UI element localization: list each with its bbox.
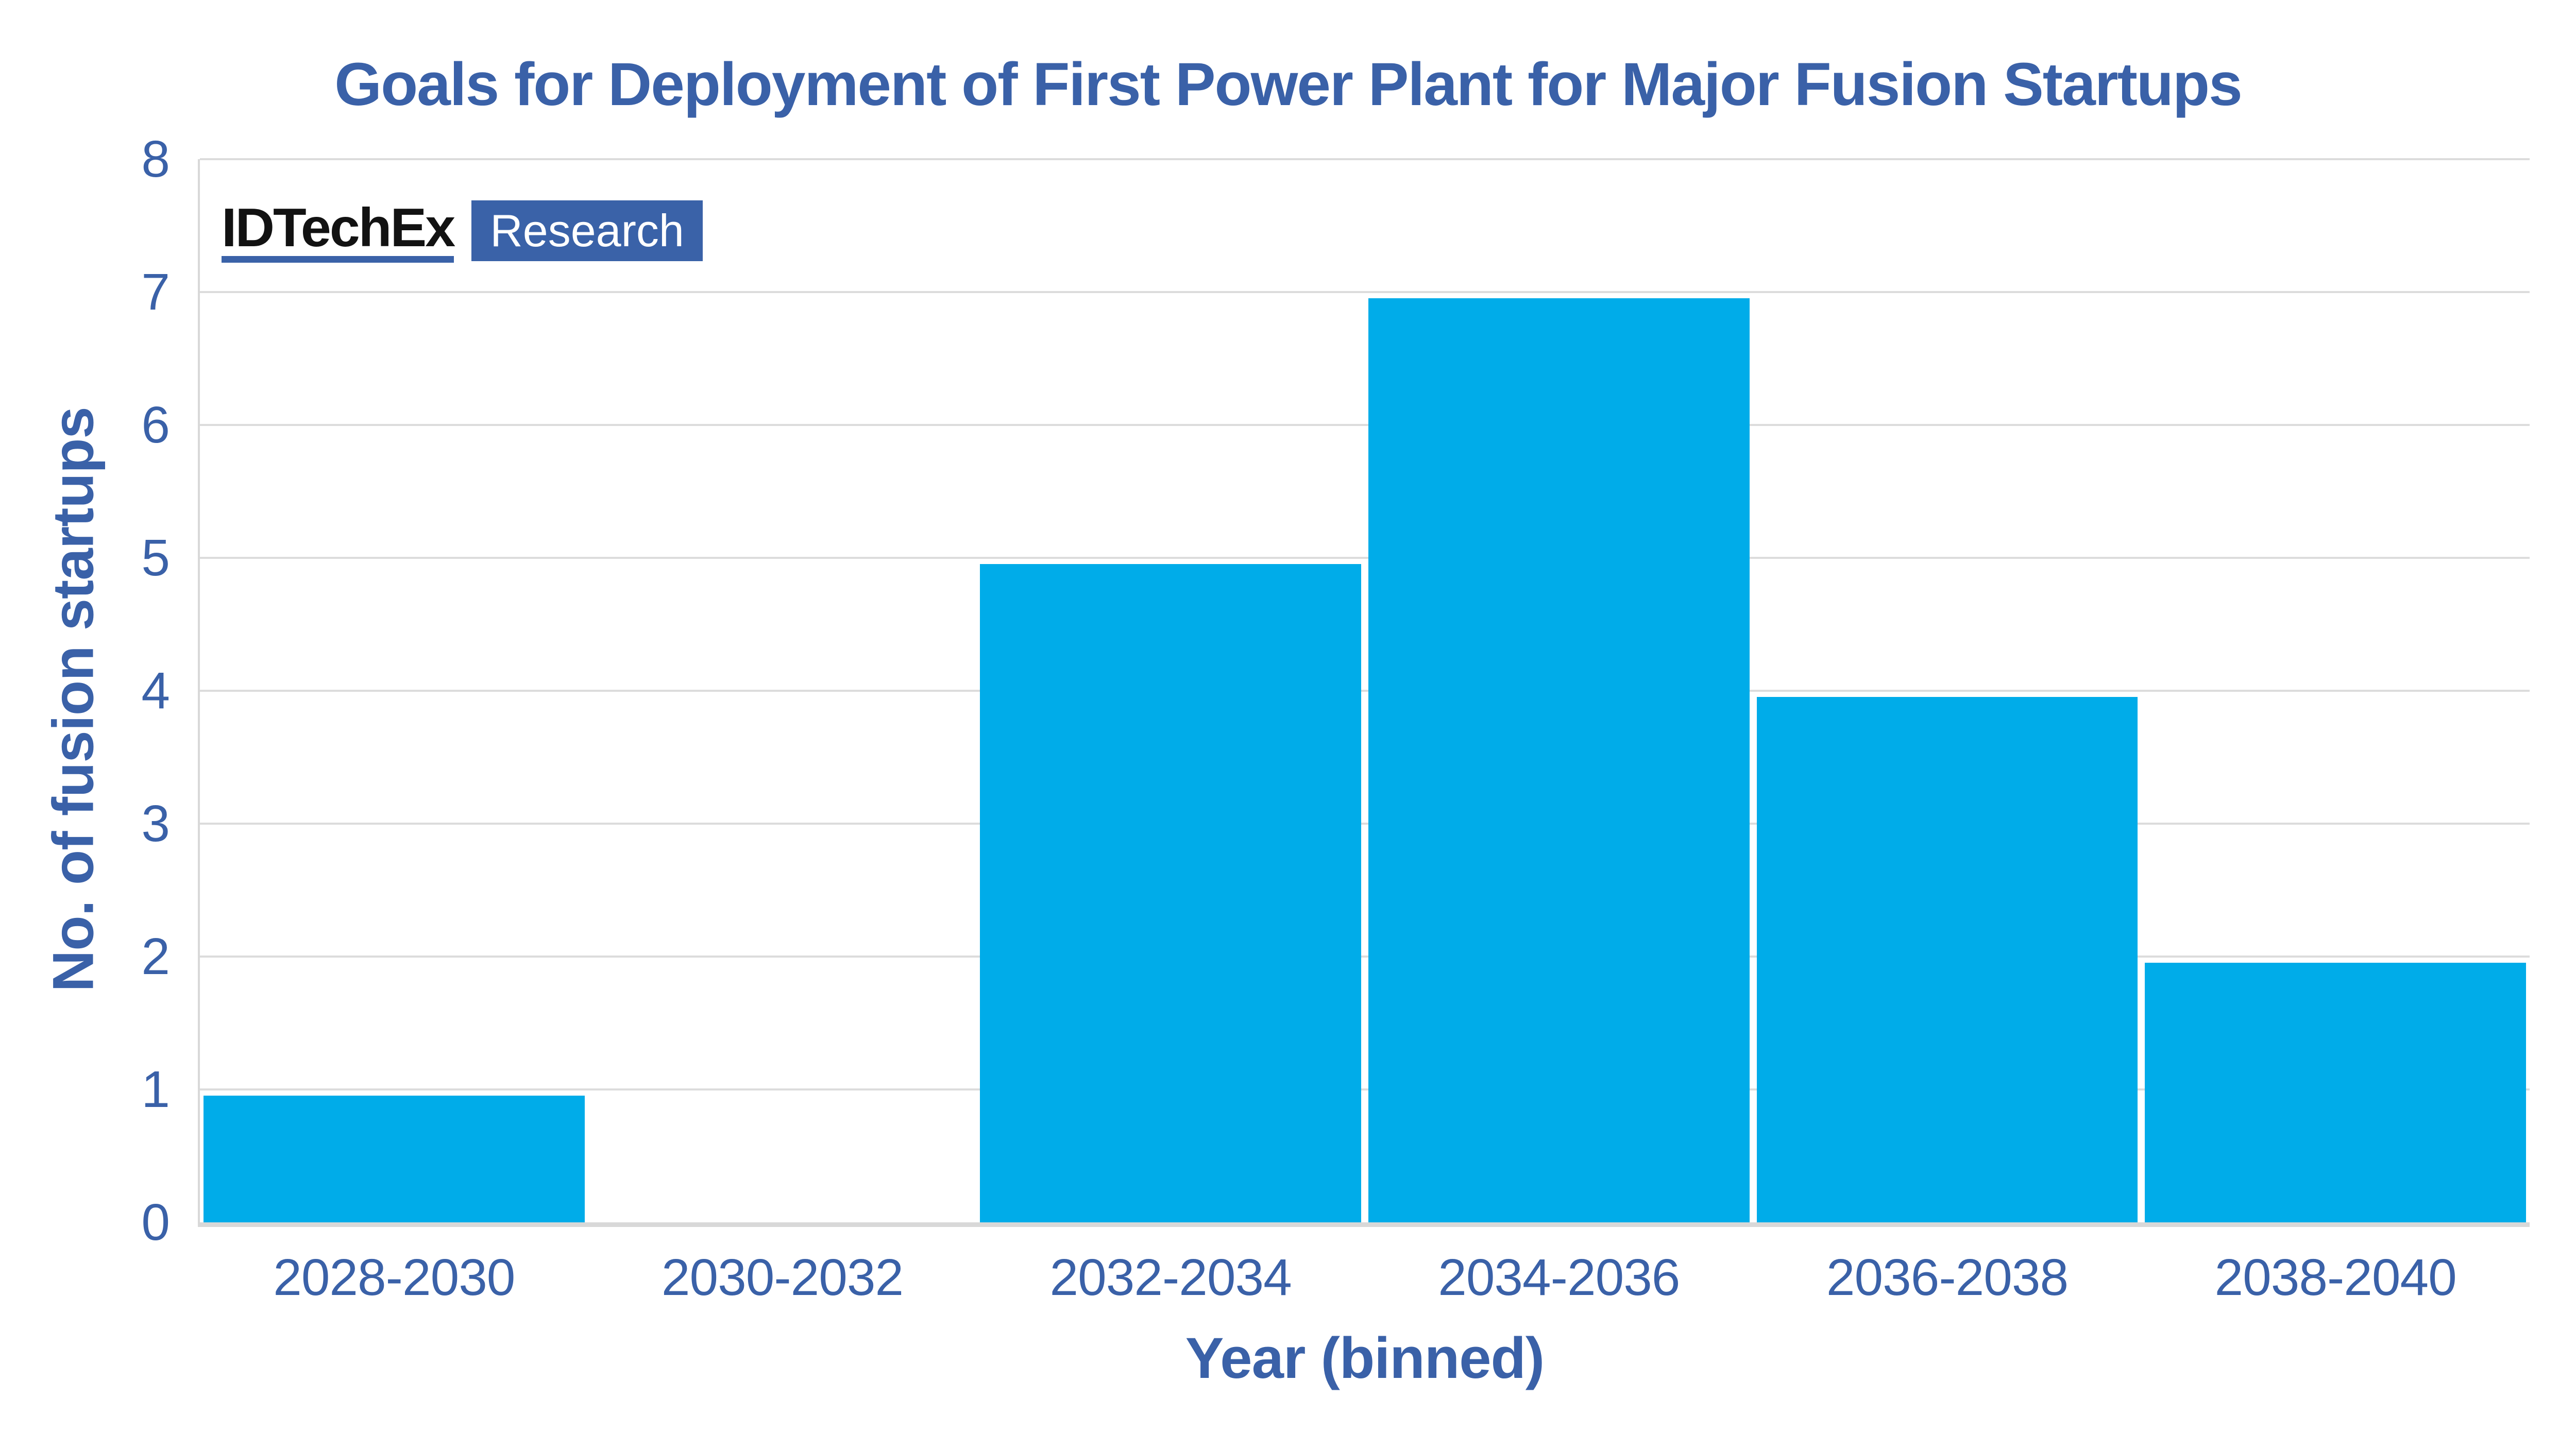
gridline-y2 (200, 956, 2530, 958)
gridline-y1 (200, 1088, 2530, 1090)
gridline-y4 (200, 690, 2530, 692)
logo-brand: IDTechEx (222, 197, 455, 263)
plot-area (200, 158, 2530, 1222)
bar-2034-2036 (1368, 298, 1750, 1222)
logo-research-badge: Research (471, 200, 703, 261)
gridline-y8 (200, 158, 2530, 160)
idtechex-logo: IDTechEx Research (222, 200, 703, 263)
gridline-y7 (200, 291, 2530, 293)
x-tick-label: 2028-2030 (273, 1249, 515, 1306)
gridline-y6 (200, 424, 2530, 426)
y-tick-label: 7 (141, 263, 170, 321)
x-tick-label: 2034-2036 (1438, 1249, 1680, 1306)
y-tick-label: 3 (141, 795, 170, 853)
x-tick-label: 2032-2034 (1049, 1249, 1292, 1306)
bar-2036-2038 (1756, 697, 2138, 1222)
gridline-y3 (200, 823, 2530, 825)
x-tick-label: 2030-2032 (661, 1249, 904, 1306)
y-tick-label: 8 (141, 130, 170, 188)
x-tick-label: 2038-2040 (2214, 1249, 2457, 1306)
y-tick-label: 6 (141, 396, 170, 454)
x-tick-label: 2036-2038 (1826, 1249, 2069, 1306)
y-tick-label: 0 (141, 1194, 170, 1251)
y-tick-label: 2 (141, 928, 170, 985)
x-axis-title: Year (binned) (1185, 1326, 1545, 1390)
y-tick-label: 4 (141, 662, 170, 720)
x-axis-line (200, 1222, 2530, 1227)
logo-underline (222, 256, 454, 263)
bar-2028-2030 (204, 1096, 585, 1222)
chart-title: Goals for Deployment of First Power Plan… (334, 50, 2242, 118)
y-tick-label: 5 (141, 529, 170, 587)
y-axis-line (198, 159, 200, 1227)
logo-brand-text: IDTechEx (222, 197, 455, 258)
y-tick-label: 1 (141, 1061, 170, 1118)
bar-2038-2040 (2145, 963, 2526, 1222)
bar-2032-2034 (980, 564, 1361, 1222)
gridline-y5 (200, 557, 2530, 559)
